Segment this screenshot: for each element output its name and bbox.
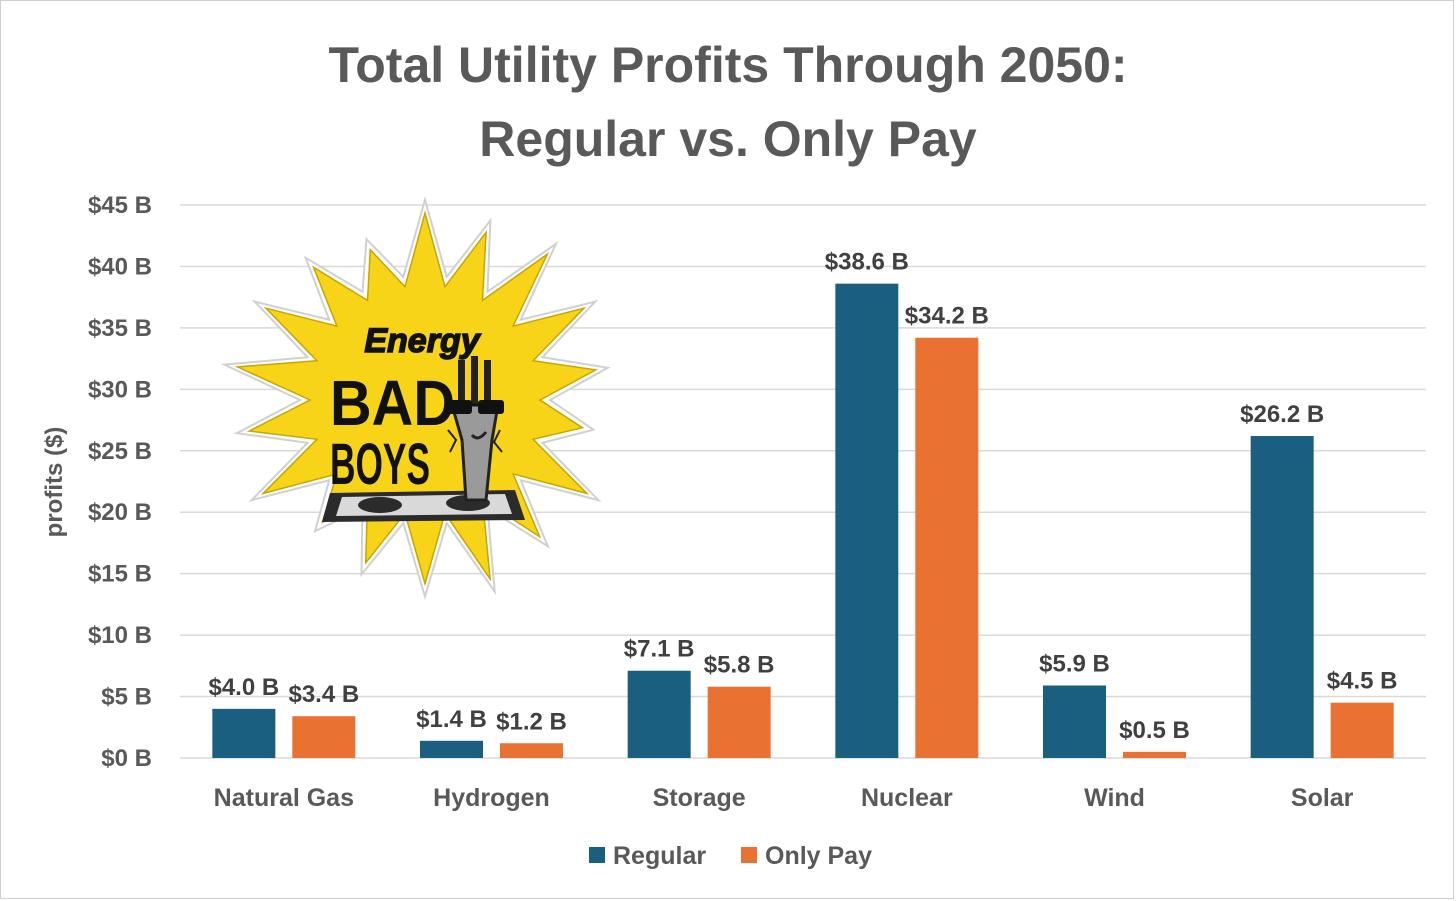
- y-axis-label: profits ($): [41, 427, 68, 538]
- bar-regular: [1250, 436, 1314, 758]
- x-tick-label: Wind: [1084, 784, 1145, 812]
- legend-label: Only Pay: [765, 842, 872, 870]
- data-label: $4.5 B: [1327, 668, 1398, 695]
- y-tick-label: $5 B: [101, 684, 152, 711]
- legend-swatch: [741, 847, 757, 863]
- chart-title-line1: Total Utility Profits Through 2050:: [328, 37, 1128, 93]
- y-tick-label: $30 B: [88, 376, 152, 403]
- bar-regular: [835, 283, 899, 758]
- legend-swatch: [589, 847, 605, 863]
- bar-only-pay: [707, 686, 771, 758]
- y-tick-label: $45 B: [88, 192, 152, 219]
- data-label: $1.2 B: [496, 708, 567, 735]
- bar-only-pay: [500, 743, 563, 758]
- logo-text-energy: Energy: [364, 322, 481, 360]
- bar-regular: [420, 740, 483, 758]
- logo-text-bad: BAD: [330, 367, 455, 439]
- bars: [212, 283, 1394, 758]
- legend: Regular Only Pay: [589, 842, 872, 870]
- x-axis: Natural Gas Hydrogen Storage Nuclear Wind Sol…: [214, 784, 1354, 812]
- data-label: $26.2 B: [1240, 401, 1324, 428]
- data-label: $5.8 B: [704, 652, 775, 679]
- x-tick-label: Solar: [1291, 784, 1354, 812]
- data-label: $3.4 B: [288, 681, 359, 708]
- x-tick-label: Nuclear: [861, 784, 953, 812]
- data-label: $5.9 B: [1039, 650, 1110, 677]
- x-tick-label: Natural Gas: [214, 784, 354, 812]
- legend-label: Regular: [613, 842, 706, 870]
- y-tick-label: $25 B: [88, 438, 152, 465]
- data-label: $4.0 B: [208, 674, 279, 701]
- data-label: $1.4 B: [416, 706, 487, 733]
- outlet-socket-left: [358, 497, 402, 513]
- y-tick-label: $20 B: [88, 499, 152, 526]
- bar-only-pay: [292, 716, 356, 758]
- bar-regular: [1043, 685, 1106, 758]
- bar-only-pay: [915, 337, 979, 758]
- x-tick-label: Storage: [653, 784, 746, 812]
- y-tick-label: $0 B: [101, 745, 152, 772]
- chart-title: Total Utility Profits Through 2050: Regu…: [0, 28, 1456, 176]
- logo-text-boys: BOYS: [330, 432, 430, 497]
- energy-bad-boys-logo: Energy BAD BOYS: [220, 196, 611, 601]
- y-tick-label: $10 B: [88, 622, 152, 649]
- bar-regular: [212, 708, 276, 758]
- y-axis: $0 B $5 B $10 B $15 B $20 B $25 B $30 B $35 B $4…: [88, 192, 152, 772]
- bar-only-pay: [1330, 702, 1394, 758]
- data-labels: $4.0 B $3.4 B $1.4 B $1.2 B $7.1 B $5.8 B $38.…: [208, 249, 1397, 744]
- data-label: $7.1 B: [624, 636, 695, 663]
- bar-only-pay: [1123, 751, 1186, 758]
- y-tick-label: $15 B: [88, 561, 152, 588]
- chart-title-line2: Regular vs. Only Pay: [479, 111, 977, 167]
- plug-character-icon: [446, 356, 504, 502]
- y-tick-label: $40 B: [88, 253, 152, 280]
- data-label: $34.2 B: [905, 303, 989, 330]
- data-label: $0.5 B: [1119, 717, 1190, 744]
- y-tick-label: $35 B: [88, 315, 152, 342]
- bar-regular: [627, 670, 691, 758]
- data-label: $38.6 B: [825, 249, 909, 276]
- x-tick-label: Hydrogen: [433, 784, 550, 812]
